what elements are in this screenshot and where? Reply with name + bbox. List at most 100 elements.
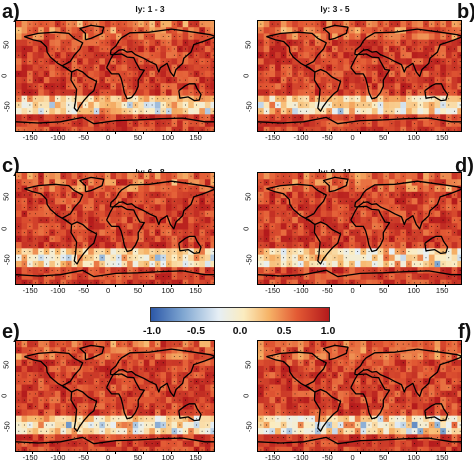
- significance-dot: [442, 92, 444, 94]
- grid-cell: [138, 279, 145, 284]
- grid-cell: [394, 242, 401, 249]
- significance-dot: [140, 219, 142, 221]
- significance-dot: [184, 282, 186, 284]
- significance-dot: [68, 219, 70, 221]
- significance-dot: [305, 200, 307, 202]
- grid-cell: [166, 173, 172, 180]
- grid-cell: [406, 101, 413, 109]
- significance-dot: [300, 98, 302, 100]
- significance-dot: [96, 213, 98, 215]
- grid-cell: [182, 70, 189, 78]
- grid-cell: [132, 365, 139, 373]
- significance-dot: [140, 276, 142, 278]
- x-tick-mark: [115, 132, 116, 134]
- significance-dot: [101, 263, 103, 265]
- significance-dot: [129, 393, 131, 395]
- significance-dot: [212, 73, 214, 75]
- significance-dot: [431, 276, 433, 278]
- significance-dot: [68, 73, 70, 75]
- significance-dot: [123, 225, 125, 227]
- significance-dot: [196, 79, 198, 81]
- grid-cell: [204, 45, 211, 53]
- significance-dot: [57, 219, 59, 221]
- grid-cell: [434, 179, 441, 186]
- significance-dot: [129, 67, 131, 69]
- significance-dot: [419, 104, 421, 106]
- significance-dot: [123, 343, 125, 345]
- significance-dot: [107, 36, 109, 38]
- grid-cell: [132, 223, 139, 230]
- significance-dot: [419, 276, 421, 278]
- grid-cell: [457, 260, 461, 268]
- significance-dot: [34, 263, 36, 265]
- significance-dot: [328, 123, 330, 125]
- significance-dot: [57, 269, 59, 271]
- significance-dot: [107, 54, 109, 56]
- grid-cell: [160, 126, 167, 131]
- significance-dot: [184, 399, 186, 401]
- significance-dot: [90, 263, 92, 265]
- significance-dot: [62, 116, 64, 118]
- significance-dot: [345, 225, 347, 227]
- significance-dot: [40, 269, 42, 271]
- significance-dot: [90, 399, 92, 401]
- grid-cell: [110, 108, 117, 115]
- significance-dot: [328, 85, 330, 87]
- significance-dot: [385, 244, 387, 246]
- significance-dot: [402, 36, 404, 38]
- significance-dot: [162, 257, 164, 259]
- significance-dot: [51, 251, 53, 252]
- grid-cell: [434, 191, 441, 199]
- significance-dot: [62, 393, 64, 395]
- significance-dot: [90, 85, 92, 87]
- significance-dot: [112, 387, 114, 389]
- significance-dot: [196, 104, 198, 106]
- significance-dot: [46, 129, 48, 131]
- grid-cell: [49, 185, 56, 193]
- grid-cell: [383, 83, 390, 90]
- grid-cell: [21, 173, 28, 180]
- significance-dot: [29, 282, 31, 284]
- significance-dot: [140, 175, 142, 177]
- x-tick-mark: [359, 132, 361, 134]
- grid-cell: [71, 108, 78, 115]
- significance-dot: [179, 54, 181, 56]
- significance-dot: [448, 79, 450, 81]
- grid-cell: [193, 242, 200, 249]
- significance-dot: [101, 123, 103, 125]
- grid-cell: [332, 33, 339, 41]
- x-tick-mark: [331, 285, 333, 287]
- grid-cell: [82, 58, 89, 65]
- significance-dot: [73, 181, 75, 183]
- significance-dot: [408, 188, 410, 190]
- x-tick-mark: [198, 285, 200, 287]
- grid-cell: [54, 198, 61, 205]
- coastline: [106, 205, 145, 253]
- significance-dot: [196, 207, 198, 208]
- grid-cell: [423, 235, 430, 243]
- significance-dot: [79, 67, 81, 69]
- grid-cell: [182, 279, 189, 284]
- grid-cell: [43, 89, 50, 97]
- significance-dot: [294, 263, 296, 265]
- significance-dot: [90, 67, 92, 69]
- significance-dot: [300, 282, 302, 284]
- significance-dot: [173, 175, 175, 177]
- significance-dot: [168, 85, 170, 87]
- grid-cell: [110, 267, 117, 274]
- grid-cell: [354, 77, 361, 84]
- grid-cell: [371, 279, 378, 284]
- significance-dot: [340, 129, 342, 131]
- grid-cell: [127, 114, 134, 121]
- grid-cell: [166, 390, 172, 398]
- significance-dot: [23, 362, 25, 364]
- significance-dot: [18, 29, 20, 31]
- grid-cell: [110, 33, 117, 41]
- grid-cell: [143, 95, 150, 103]
- significance-dot: [448, 251, 450, 252]
- grid-cell: [210, 95, 214, 103]
- significance-dot: [271, 123, 273, 125]
- grid-cell: [434, 216, 441, 224]
- significance-dot: [351, 129, 353, 131]
- significance-dot: [414, 48, 416, 50]
